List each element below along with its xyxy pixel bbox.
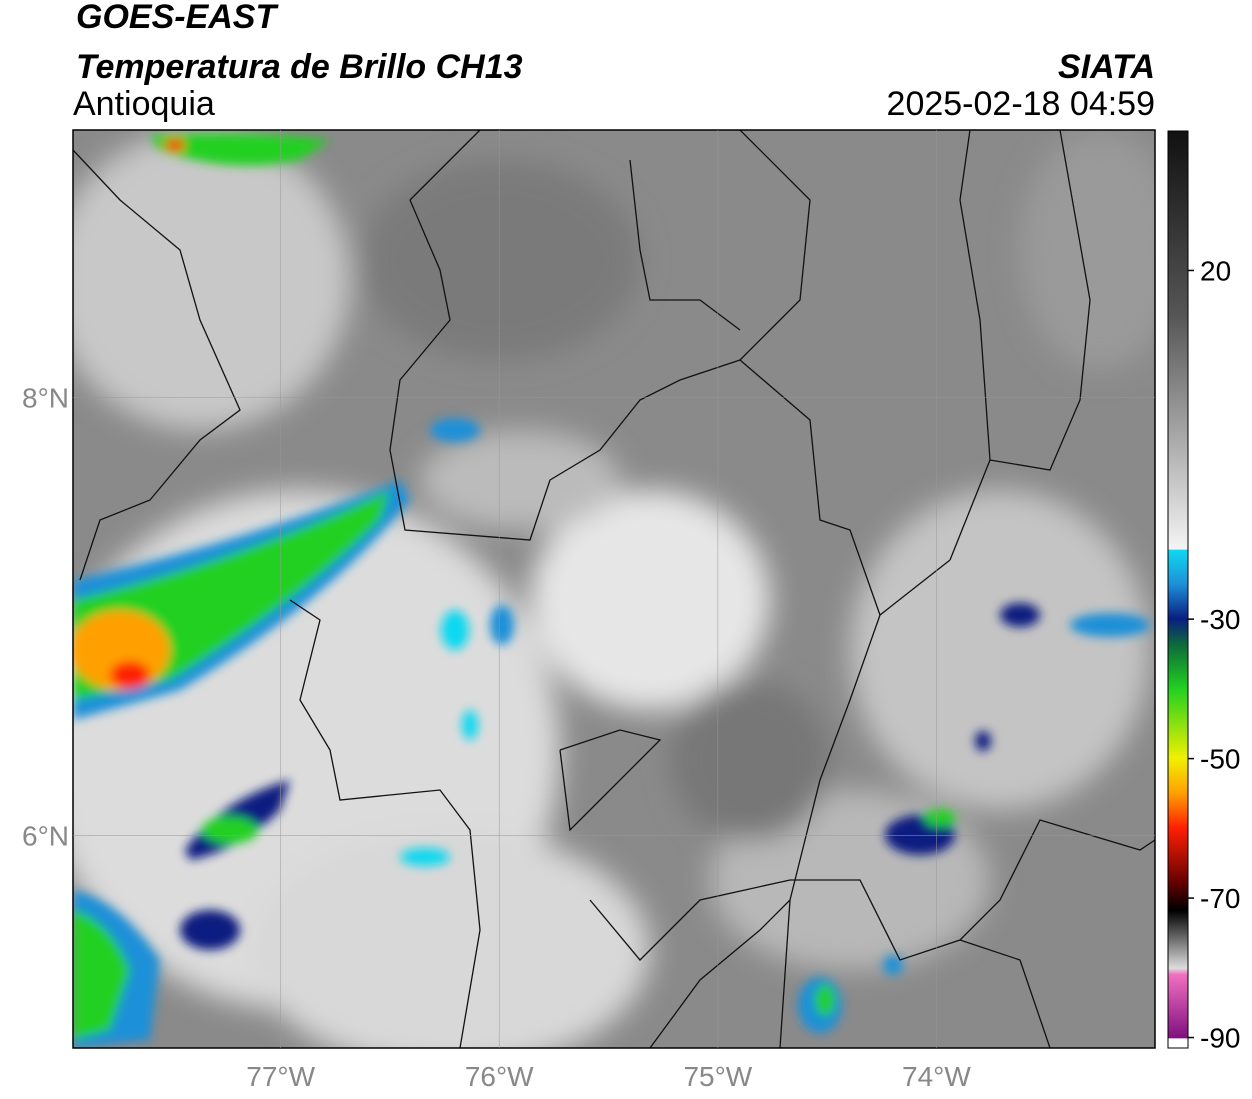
colorbar-tick-label: -90: [1200, 1023, 1240, 1054]
y-tick-label: 8°N: [22, 382, 69, 413]
x-tick-label: 76°W: [465, 1061, 534, 1092]
colorbar-tick-label: -30: [1200, 604, 1240, 635]
imagery: [73, 130, 1155, 1048]
datetime: 2025-02-18 04:59: [887, 85, 1155, 123]
colorbar-tick-label: 20: [1200, 255, 1231, 286]
subtitle: Temperatura de Brillo CH13: [76, 48, 523, 86]
x-tick-label: 75°W: [683, 1061, 752, 1092]
region: Antioquia: [73, 85, 215, 123]
colorbar: [1167, 130, 1189, 1049]
source: SIATA: [1058, 48, 1155, 86]
map-frame: [72, 129, 1156, 1049]
x-tick-label: 77°W: [246, 1061, 315, 1092]
y-tick-label: 6°N: [22, 820, 69, 851]
colorbar-tick-label: -70: [1200, 883, 1240, 914]
colorbar-tick-label: -50: [1200, 744, 1240, 775]
borders: [73, 130, 1155, 1048]
title: GOES-EAST: [76, 0, 279, 36]
x-tick-label: 74°W: [902, 1061, 971, 1092]
